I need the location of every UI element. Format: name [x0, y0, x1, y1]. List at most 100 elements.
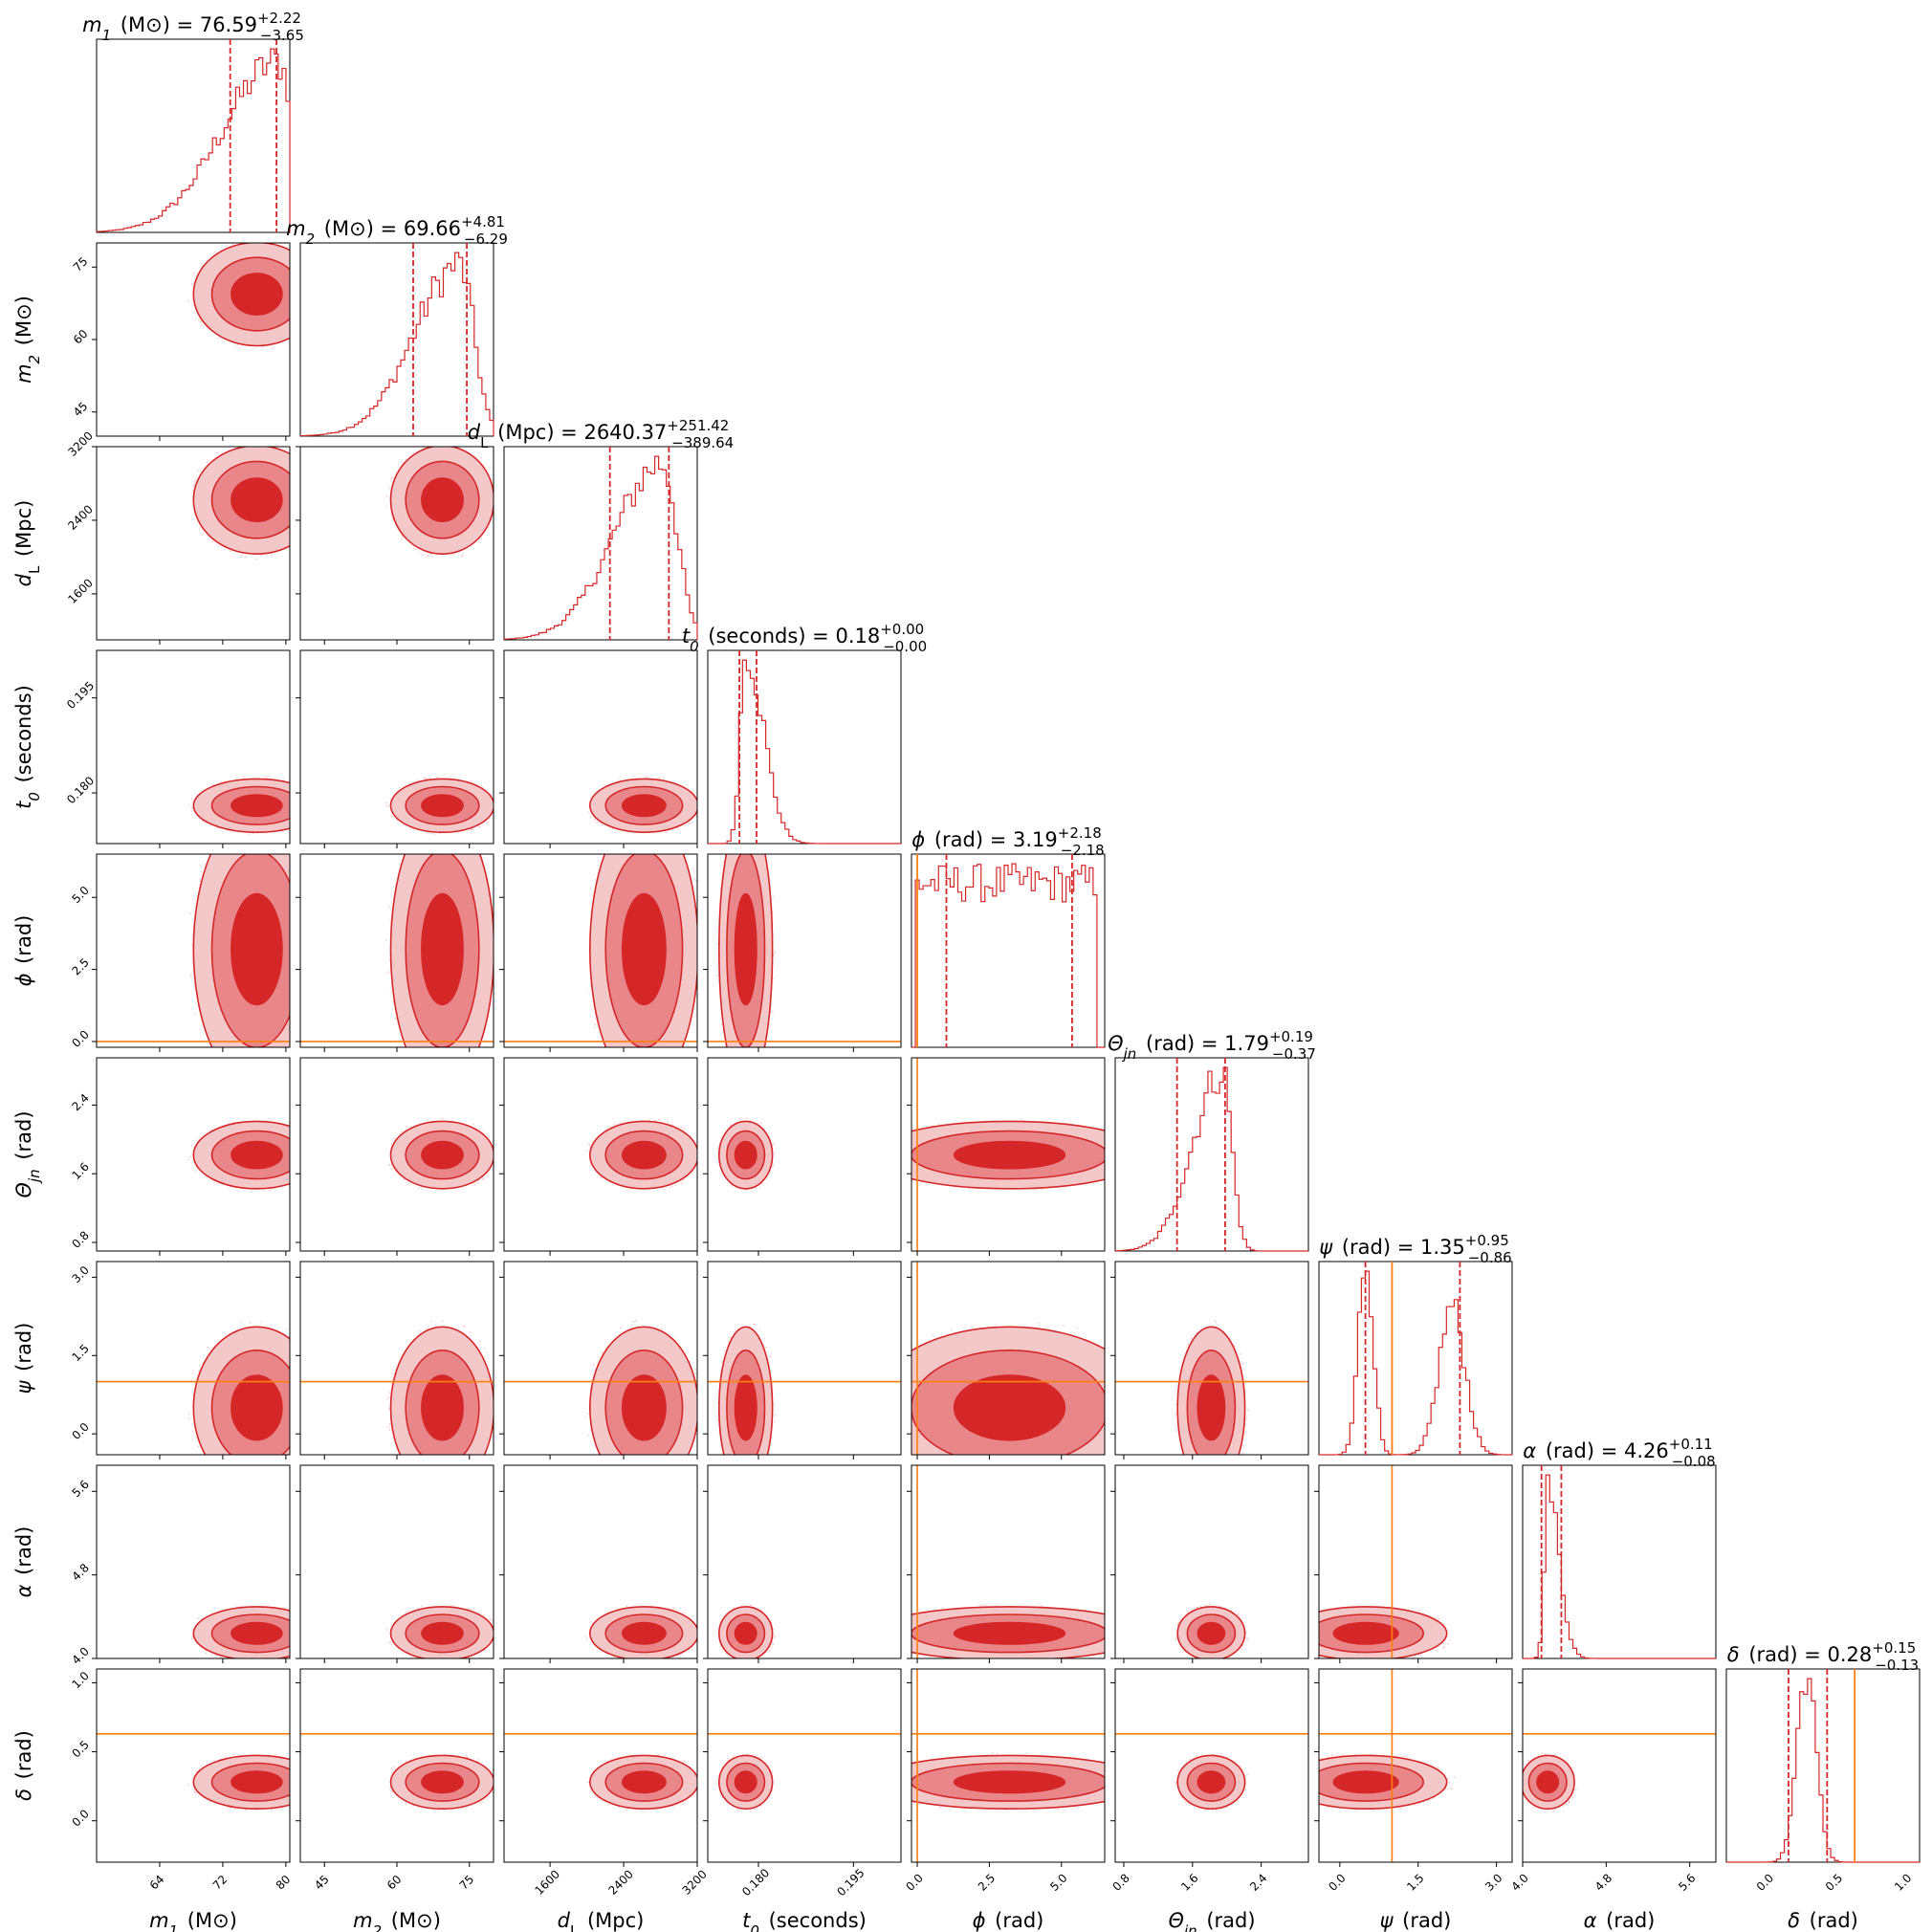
contour-inner	[953, 1770, 1066, 1794]
histogram-alpha	[1522, 1464, 1717, 1659]
y-tick-label: 0.195	[64, 679, 97, 712]
y-tick-label: 1.6	[69, 1160, 91, 1182]
title-delta: δ (rad) = 0.28+0.15 −0.13	[1727, 1639, 1919, 1674]
contour-inner	[953, 1140, 1066, 1170]
x-tick-label: 0.8	[1109, 1871, 1131, 1893]
pair-psi-vs-alpha	[1314, 1464, 1513, 1663]
pair-t0-vs-phi	[703, 853, 902, 1052]
histogram-steps	[299, 252, 494, 437]
axes-frame	[1114, 1464, 1309, 1659]
axes-frame	[503, 649, 698, 845]
y-tick-label: 4.8	[69, 1561, 91, 1583]
axes-frame	[96, 38, 291, 233]
histogram-steps	[1523, 1474, 1716, 1659]
y-axis-label-thetajn: Θjn (rad)	[12, 1110, 43, 1197]
histogram-thetajn	[1114, 1057, 1309, 1252]
contour-inner	[231, 1374, 283, 1441]
y-axis-label-dL: dL (Mpc)	[12, 500, 43, 587]
axes-frame	[707, 853, 902, 1048]
axes-frame	[911, 853, 1106, 1048]
pair-alpha-vs-delta	[1518, 1668, 1717, 1867]
pair-t0-vs-delta	[703, 1668, 902, 1867]
contour-inner	[621, 1770, 667, 1794]
y-axis-label-psi: ψ (rad)	[12, 1323, 35, 1394]
x-tick-label: 3200	[679, 1867, 709, 1897]
pair-m2-vs-dL	[296, 446, 494, 645]
x-axis-label-thetajn: Θjn (rad)	[1168, 1909, 1255, 1932]
contour-inner	[621, 1140, 667, 1170]
contour-inner	[734, 1770, 757, 1794]
x-tick-label: 0.5	[1823, 1871, 1845, 1893]
y-tick-label: 4.0	[69, 1644, 91, 1666]
y-tick-label: 0.0	[69, 1807, 91, 1829]
x-tick-label: 1.6	[1178, 1871, 1200, 1893]
histogram-dL	[503, 446, 698, 641]
axes-frame	[299, 242, 494, 437]
contour-inner	[231, 273, 283, 316]
axes-frame	[1318, 1668, 1513, 1863]
y-tick-label: 3200	[65, 428, 95, 458]
y-axis-label-alpha: α (rad)	[12, 1526, 35, 1598]
pair-thetajn-vs-alpha	[1110, 1464, 1309, 1663]
pair-dL-vs-t0	[499, 649, 698, 848]
pair-psi-vs-delta	[1314, 1668, 1513, 1867]
contour-inner	[421, 1374, 464, 1441]
x-tick-label: 0.0	[1326, 1871, 1348, 1893]
x-axis-label-delta: δ (rad)	[1788, 1909, 1858, 1932]
x-tick-label: 3.0	[1482, 1871, 1504, 1893]
contour-inner	[734, 1374, 757, 1441]
x-axis-label-psi: ψ (rad)	[1380, 1909, 1452, 1932]
histogram-steps	[1114, 1066, 1308, 1252]
axes-frame	[911, 1464, 1106, 1659]
y-tick-label: 3.0	[69, 1263, 91, 1285]
axes-frame	[1114, 1668, 1309, 1863]
contour-inner	[734, 1140, 757, 1170]
y-axis-label-delta: δ (rad)	[12, 1730, 35, 1801]
axes-frame	[96, 1668, 291, 1863]
x-axis-label-m1: m1 (M⊙)	[149, 1909, 237, 1932]
x-tick-label: 5.6	[1676, 1871, 1698, 1893]
axes-frame	[911, 1261, 1106, 1456]
pair-m1-vs-t0	[92, 649, 291, 848]
pair-phi-vs-psi	[907, 1261, 1106, 1460]
y-tick-label: 2.5	[69, 955, 91, 977]
y-tick-label: 2.4	[69, 1091, 91, 1113]
y-tick-label: 0.180	[64, 774, 97, 806]
x-tick-label: 2.5	[976, 1871, 998, 1893]
pair-m2-vs-t0	[296, 649, 494, 848]
x-tick-label: 5.0	[1047, 1871, 1069, 1893]
y-tick-label: 0.0	[69, 1420, 91, 1442]
x-axis-label-m2: m2 (M⊙)	[353, 1909, 441, 1932]
pair-m1-vs-alpha	[92, 1464, 291, 1663]
contour-inner	[1197, 1621, 1226, 1645]
y-tick-label: 45	[71, 400, 91, 420]
pair-m2-vs-phi	[296, 853, 494, 1052]
histogram-steps	[96, 48, 291, 232]
y-tick-label: 5.6	[69, 1478, 91, 1500]
pair-phi-vs-delta	[907, 1668, 1106, 1867]
x-axis-label-dL: dL (Mpc)	[558, 1909, 645, 1932]
axes-frame	[96, 1261, 291, 1456]
contour-inner	[421, 794, 464, 818]
axes-frame	[707, 1668, 902, 1863]
contour-inner	[421, 1140, 464, 1170]
x-tick-label: 80	[274, 1873, 294, 1893]
y-tick-label: 60	[71, 327, 91, 347]
x-tick-label: 1.5	[1404, 1871, 1426, 1893]
pair-contour-layer	[92, 242, 1717, 1867]
x-axis-label-phi: ϕ (rad)	[973, 1909, 1044, 1932]
axes-frame	[503, 446, 698, 641]
contour-inner	[621, 892, 667, 1006]
pair-dL-vs-alpha	[499, 1464, 698, 1663]
pair-m1-vs-thetajn	[92, 1057, 291, 1256]
contour-inner	[953, 1621, 1066, 1645]
contour-inner	[231, 1140, 283, 1170]
contour-inner	[1332, 1621, 1399, 1645]
histogram-steps	[911, 863, 1105, 1048]
contour-inner	[953, 1374, 1066, 1441]
axes-frame	[503, 1057, 698, 1252]
x-tick-label: 1.0	[1892, 1871, 1914, 1893]
histogram-m1	[96, 38, 291, 233]
axes-frame	[503, 853, 698, 1048]
